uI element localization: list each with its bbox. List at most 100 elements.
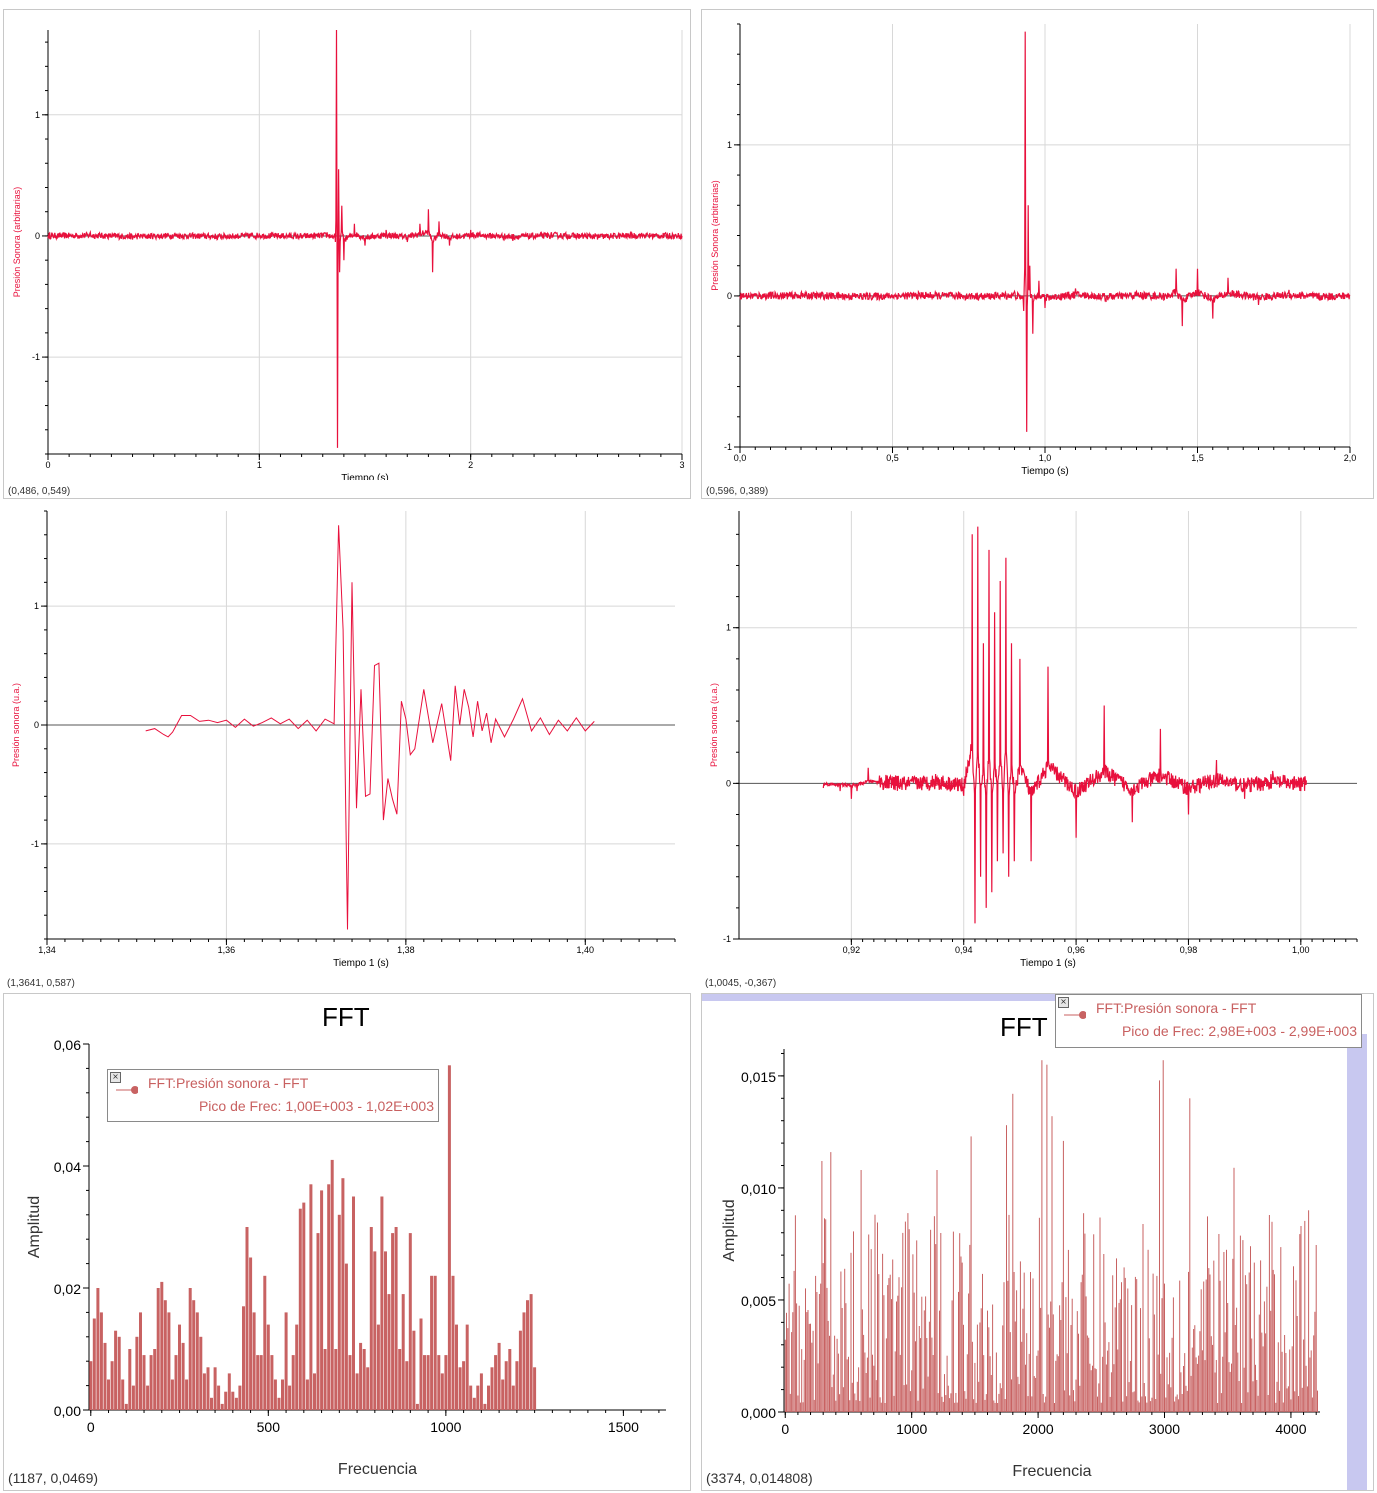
fft-bar xyxy=(117,1336,121,1410)
fft-bar xyxy=(210,1397,213,1410)
fft-bar xyxy=(1028,1353,1030,1412)
fft-bar xyxy=(932,1355,934,1412)
fft-bar xyxy=(202,1373,206,1410)
fft-bar xyxy=(1159,1080,1160,1412)
fft-bar xyxy=(999,1383,1001,1412)
fft-bar xyxy=(1209,1274,1211,1412)
fft-bar xyxy=(803,1359,805,1412)
x-tick-label: 1,34 xyxy=(38,945,56,955)
fft-bar xyxy=(458,1367,462,1410)
fft-bar xyxy=(128,1349,132,1410)
fft-legend-1[interactable]: × FFT:Presión sonora - FFT Pico de Frec:… xyxy=(107,1069,439,1122)
fft-bar xyxy=(821,1161,823,1412)
cursor-readout-1: (0,486, 0,549) xyxy=(8,486,71,497)
x-tick-label: 0 xyxy=(87,1419,95,1435)
fft-bar xyxy=(529,1294,533,1410)
fft-bar xyxy=(896,1301,897,1412)
waveform-zoom-chart-3[interactable]: 1,34 1,36 1,38 1,40 -1 0 1 Tiempo 1 (s) Presión … xyxy=(3,500,691,975)
fft-bar xyxy=(96,1288,100,1410)
fft-bar-chart-2[interactable]: 0 1000 2000 3000 4000 0,000 0,005 0,010 0,015 Fre… xyxy=(702,994,1347,1492)
legend-series-name: FFT:Presión sonora - FFT xyxy=(148,1075,309,1091)
x-tick-label: 0,92 xyxy=(843,945,861,955)
x-axis-label: Frecuencia xyxy=(1012,1463,1091,1480)
fft-bar xyxy=(869,1397,871,1412)
waveform-chart-2[interactable]: 0,0 0,5 1,0 1,5 2,0 -1 0 1 Tiempo (s) Presión Son… xyxy=(702,10,1375,480)
fft-bar xyxy=(961,1262,963,1412)
fft-bar xyxy=(1301,1387,1303,1412)
fft-bar xyxy=(192,1300,196,1410)
fft-bar xyxy=(1160,1373,1162,1412)
fft-bar xyxy=(494,1355,498,1410)
fft-bar xyxy=(1243,1367,1245,1412)
legend-close-icon[interactable]: × xyxy=(110,1072,121,1083)
fft-bar xyxy=(798,1305,800,1412)
fft-bar xyxy=(813,1399,815,1412)
fft-bar xyxy=(298,1208,302,1410)
fft-bar xyxy=(1174,1401,1176,1412)
panel-side-scrollbar[interactable] xyxy=(1347,1034,1367,1490)
fft-bar xyxy=(391,1233,395,1410)
fft-bar xyxy=(954,1402,956,1412)
fft-bar xyxy=(1274,1274,1275,1412)
fft-legend-2[interactable]: × FFT:Presión sonora - FFT Pico de Frec:… xyxy=(1055,994,1362,1048)
fft-bar xyxy=(373,1251,377,1410)
fft-bar xyxy=(249,1257,253,1410)
fft-bar xyxy=(1233,1167,1235,1412)
fft-bar xyxy=(840,1271,842,1412)
fft-bar xyxy=(1143,1383,1145,1412)
fft-bar xyxy=(444,1355,448,1410)
fft-bar-chart-1[interactable]: 0 500 1000 1500 0,00 0,02 0,04 0,06 Frecuencia Am… xyxy=(4,994,692,1492)
fft-bar xyxy=(1003,1282,1005,1412)
fft-bar xyxy=(526,1300,529,1410)
fft-bar xyxy=(1231,1363,1232,1412)
fft-bar xyxy=(918,1326,920,1412)
fft-bar xyxy=(174,1355,178,1410)
x-tick-label: 2 xyxy=(468,460,473,470)
fft-bar xyxy=(952,1231,954,1412)
fft-bar xyxy=(1095,1369,1097,1412)
x-tick-label: 0,0 xyxy=(734,453,747,463)
fft-bar xyxy=(923,1310,925,1412)
waveform-zoom-chart-4[interactable]: 0,92 0,94 0,96 0,98 1,00 -1 0 1 Tiempo 1 (s) Pres… xyxy=(701,500,1374,975)
fft-bar xyxy=(238,1385,242,1410)
fft-bar xyxy=(897,1295,899,1412)
fft-bar xyxy=(818,1294,820,1412)
fft-bar xyxy=(323,1349,327,1410)
fft-bar xyxy=(976,1324,978,1412)
fft-bar xyxy=(892,1259,894,1412)
fft-bar xyxy=(1114,1307,1116,1412)
fft-bar xyxy=(1162,1060,1164,1412)
fft-bar xyxy=(1229,1371,1231,1412)
panel-scroll-strip[interactable] xyxy=(702,994,1057,1001)
fft-bar xyxy=(899,1354,901,1412)
y-axis-label: Presión Sonora (arbitrarias) xyxy=(12,187,22,298)
legend-close-icon[interactable]: × xyxy=(1058,997,1069,1008)
fft-bar xyxy=(855,1400,857,1412)
fft-bar xyxy=(1146,1402,1148,1412)
fft-bar xyxy=(792,1312,794,1412)
fft-bar xyxy=(1266,1286,1268,1412)
fft-bar xyxy=(1236,1307,1238,1412)
fft-bar xyxy=(1141,1396,1143,1412)
fft-bar xyxy=(1002,1325,1004,1412)
fft-bar xyxy=(1023,1272,1025,1412)
fft-bar xyxy=(1218,1234,1220,1412)
fft-bar xyxy=(880,1402,882,1412)
fft-bar xyxy=(469,1385,473,1410)
fft-bar xyxy=(369,1227,373,1410)
fft-bar xyxy=(1126,1396,1128,1412)
fft-bar xyxy=(1018,1384,1020,1412)
fft-bar xyxy=(1089,1363,1091,1412)
legend-series-marker-icon xyxy=(116,1086,138,1094)
fft-bar xyxy=(195,1312,199,1410)
fft-bar xyxy=(959,1233,961,1412)
fft-bar xyxy=(476,1385,480,1410)
fft-bar xyxy=(401,1294,405,1410)
fft-bar xyxy=(901,1287,903,1412)
x-tick-label: 1,36 xyxy=(218,945,236,955)
cursor-readout-6: (3374, 0,014808) xyxy=(706,1470,813,1486)
waveform-chart-1[interactable]: 0 1 2 3 -1 0 1 Tiempo (s) Presión Sonora (arbitr… xyxy=(4,10,692,484)
fft-bar xyxy=(1157,1354,1159,1412)
fft-bar xyxy=(868,1234,870,1412)
fft-bar xyxy=(1294,1391,1296,1412)
